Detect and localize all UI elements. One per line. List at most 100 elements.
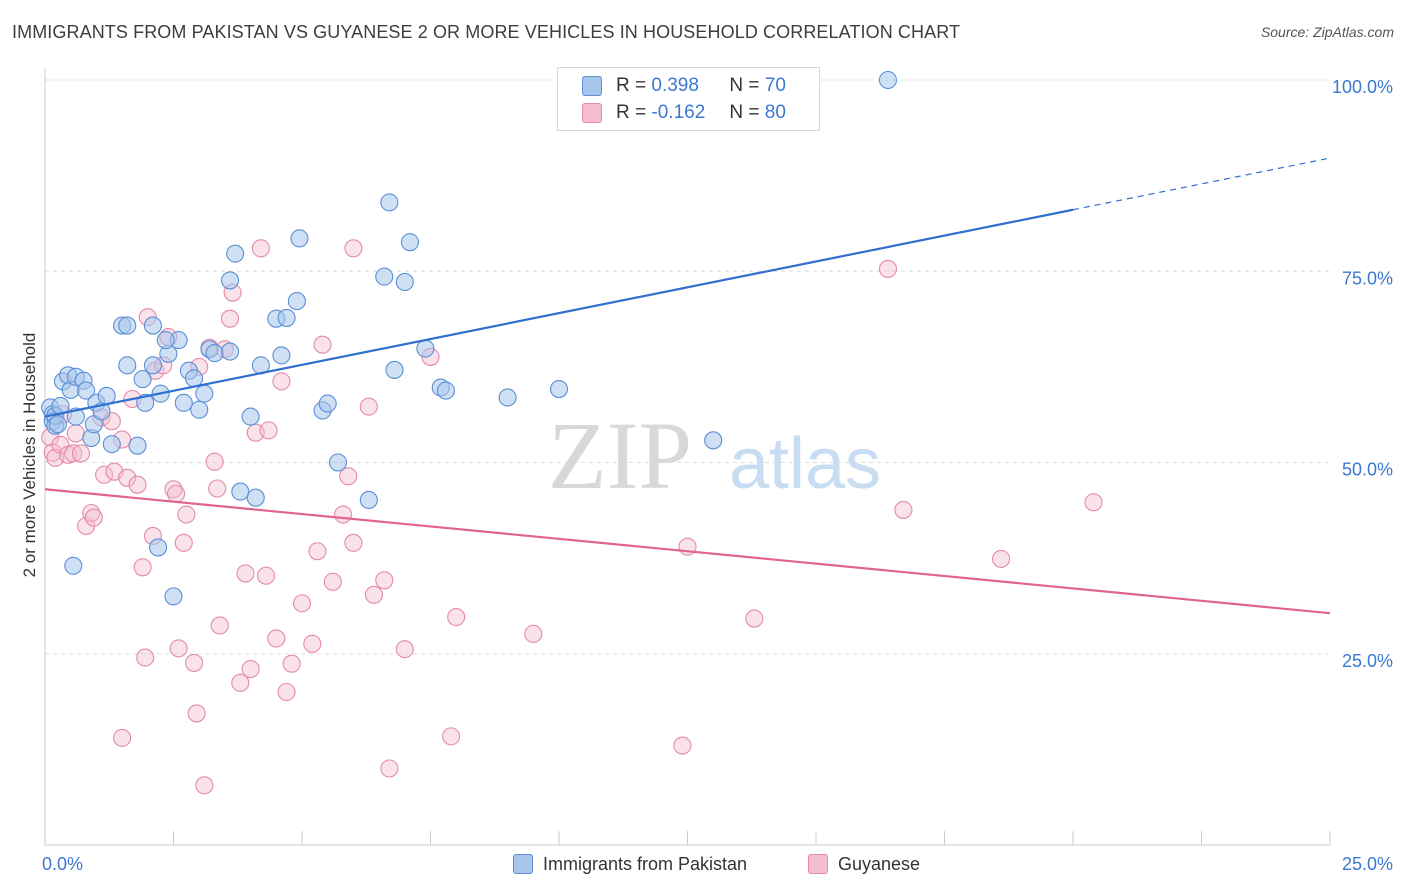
legend-swatch-pink bbox=[582, 103, 602, 123]
data-point-guyanese bbox=[344, 239, 363, 258]
chart-title: IMMIGRANTS FROM PAKISTAN VS GUYANESE 2 O… bbox=[12, 22, 961, 42]
legend-n-value: 80 bbox=[764, 102, 786, 123]
data-point-pakistan bbox=[156, 331, 175, 350]
data-point-guyanese bbox=[241, 659, 260, 679]
data-point-guyanese bbox=[113, 728, 132, 747]
data-point-pakistan bbox=[878, 70, 898, 90]
data-point-pakistan bbox=[128, 436, 147, 455]
data-point-guyanese bbox=[205, 452, 224, 471]
bottom-legend-label: Immigrants from Pakistan bbox=[543, 853, 748, 874]
data-point-guyanese bbox=[51, 435, 70, 454]
data-point-guyanese bbox=[380, 759, 399, 778]
data-point-pakistan bbox=[498, 388, 517, 407]
data-point-guyanese bbox=[878, 259, 898, 279]
data-point-guyanese bbox=[84, 508, 103, 527]
data-point-guyanese bbox=[524, 624, 543, 643]
data-point-guyanese bbox=[344, 533, 363, 552]
data-point-pakistan bbox=[400, 233, 419, 252]
data-point-pakistan bbox=[205, 344, 224, 363]
data-point-pakistan bbox=[77, 381, 96, 400]
correlation-legend: R = 0.398 N = 70 R = -0.162 N = 80 bbox=[557, 67, 820, 131]
data-point-guyanese bbox=[339, 467, 358, 486]
legend-n-value: 70 bbox=[764, 75, 786, 96]
data-point-pakistan bbox=[143, 356, 162, 375]
data-point-guyanese bbox=[894, 500, 913, 519]
watermark-atlas: atlas bbox=[729, 424, 881, 504]
x-tick-label: 0.0% bbox=[42, 854, 83, 874]
y-tick-label: 25.0% bbox=[1342, 651, 1393, 671]
data-point-pakistan bbox=[231, 482, 250, 501]
data-point-pakistan bbox=[195, 384, 214, 403]
data-point-guyanese bbox=[267, 629, 286, 648]
data-point-pakistan bbox=[287, 292, 306, 311]
data-point-pakistan bbox=[143, 316, 162, 335]
legend-row-pakistan: R = 0.398 N = 70 bbox=[582, 74, 786, 98]
data-point-pakistan bbox=[190, 400, 209, 419]
data-point-pakistan bbox=[385, 360, 404, 379]
data-point-pakistan bbox=[246, 488, 265, 507]
legend-row-guyanese: R = -0.162 N = 80 bbox=[582, 101, 786, 125]
data-point-guyanese bbox=[128, 475, 147, 494]
data-point-pakistan bbox=[416, 339, 435, 358]
data-point-guyanese bbox=[236, 564, 255, 583]
data-point-guyanese bbox=[208, 479, 227, 498]
legend-n-label: N = bbox=[729, 102, 760, 123]
data-point-guyanese bbox=[442, 727, 461, 746]
bottom-legend-pakistan: Immigrants from Pakistan bbox=[513, 852, 747, 876]
bottom-legend-swatch-blue bbox=[513, 854, 533, 874]
data-point-pakistan bbox=[375, 267, 394, 286]
data-point-pakistan bbox=[436, 381, 455, 400]
data-point-pakistan bbox=[241, 407, 260, 426]
y-axis-label: 2 or more Vehicles in Household bbox=[20, 333, 39, 578]
data-point-guyanese bbox=[251, 239, 270, 258]
data-point-guyanese bbox=[185, 653, 204, 672]
data-point-pakistan bbox=[380, 193, 399, 212]
data-point-guyanese bbox=[1084, 493, 1103, 512]
data-point-guyanese bbox=[71, 444, 91, 463]
data-point-guyanese bbox=[991, 549, 1011, 568]
data-point-guyanese bbox=[277, 682, 296, 702]
data-point-guyanese bbox=[308, 542, 327, 561]
data-point-guyanese bbox=[334, 505, 353, 524]
data-point-guyanese bbox=[66, 424, 85, 443]
watermark: ZIP atlas bbox=[548, 402, 881, 509]
data-point-pakistan bbox=[704, 431, 723, 450]
data-point-guyanese bbox=[174, 533, 193, 552]
data-point-pakistan bbox=[359, 490, 378, 510]
data-point-guyanese bbox=[313, 335, 332, 354]
data-point-guyanese bbox=[272, 372, 291, 391]
data-point-guyanese bbox=[177, 505, 196, 524]
trend-line-pakistan-extension bbox=[1072, 157, 1331, 211]
data-point-pakistan bbox=[395, 272, 414, 292]
series-guyanese bbox=[41, 239, 1103, 795]
watermark-zip: ZIP bbox=[548, 402, 692, 509]
data-point-guyanese bbox=[167, 484, 186, 503]
data-point-pakistan bbox=[133, 370, 152, 389]
x-tick-label: 25.0% bbox=[1342, 854, 1393, 874]
data-point-pakistan bbox=[318, 394, 337, 413]
data-point-pakistan bbox=[220, 271, 240, 290]
data-point-pakistan bbox=[290, 229, 309, 248]
data-point-pakistan bbox=[549, 380, 569, 399]
trend-line-guyanese bbox=[44, 488, 1331, 615]
bottom-legend-guyanese: Guyanese bbox=[808, 852, 920, 876]
data-point-guyanese bbox=[256, 566, 276, 585]
bottom-legend-label: Guyanese bbox=[838, 853, 921, 874]
legend-r-value: -0.162 bbox=[651, 102, 706, 123]
y-tick-label: 75.0% bbox=[1342, 268, 1393, 288]
data-point-guyanese bbox=[95, 465, 114, 484]
data-point-guyanese bbox=[282, 654, 301, 673]
data-point-guyanese bbox=[292, 594, 312, 613]
trend-line-pakistan bbox=[44, 208, 1074, 418]
legend-r-label: R = bbox=[616, 102, 647, 123]
data-point-pakistan bbox=[102, 435, 121, 454]
data-point-pakistan bbox=[220, 342, 240, 361]
data-point-guyanese bbox=[195, 776, 214, 795]
data-point-guyanese bbox=[210, 616, 229, 635]
data-point-pakistan bbox=[226, 244, 245, 263]
data-point-pakistan bbox=[136, 393, 155, 412]
data-point-pakistan bbox=[174, 393, 193, 412]
data-point-guyanese bbox=[64, 444, 83, 463]
data-point-guyanese bbox=[136, 648, 155, 667]
